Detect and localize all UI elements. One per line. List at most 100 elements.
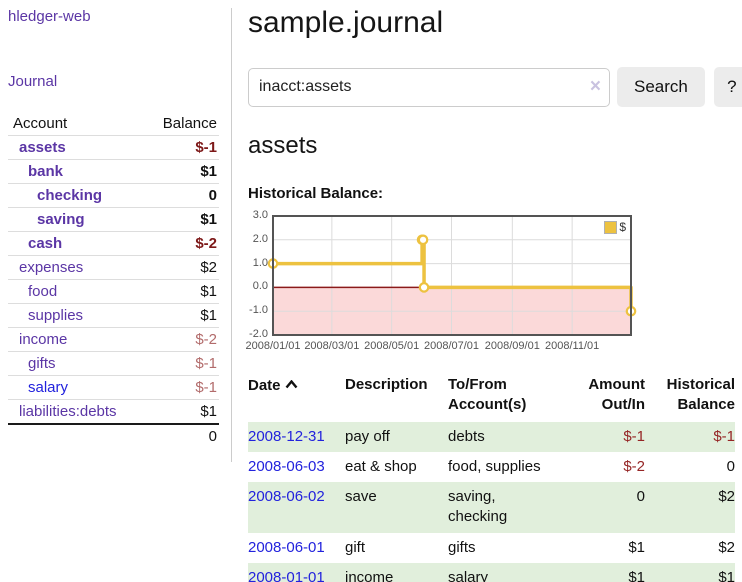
search-form: × Search ? bbox=[248, 67, 742, 107]
register-header-balance: Historical Balance bbox=[666, 376, 735, 414]
main-content: sample.journal × Search ? assets Histori… bbox=[232, 0, 742, 582]
account-link-salary[interactable]: salary bbox=[28, 379, 69, 396]
account-row: liabilities:debts $1 bbox=[8, 400, 219, 424]
transaction-amount: $-2 bbox=[623, 457, 645, 475]
account-heading: assets bbox=[248, 132, 318, 159]
account-balance: $1 bbox=[200, 211, 217, 228]
account-link-checking[interactable]: checking bbox=[37, 187, 103, 204]
account-row: bank $1 bbox=[8, 160, 219, 184]
x-axis-tick-label: 2008/09/01 bbox=[484, 340, 540, 352]
transaction-date-link[interactable]: 2008-06-01 bbox=[248, 538, 325, 556]
x-axis-tick-label: 2008/05/01 bbox=[364, 340, 420, 352]
account-balance: $1 bbox=[200, 403, 217, 420]
transaction-date-link[interactable]: 2008-01-01 bbox=[248, 568, 325, 582]
account-link-assets[interactable]: assets bbox=[19, 139, 66, 156]
transaction-description: pay off bbox=[345, 427, 390, 445]
account-balance: $-1 bbox=[195, 379, 217, 396]
account-row: supplies $1 bbox=[8, 304, 219, 328]
brand: hledger-web bbox=[8, 8, 219, 26]
account-balance: $1 bbox=[200, 163, 217, 180]
account-balance: $2 bbox=[200, 259, 217, 276]
register-row: 2008-06-01 gift gifts $1 $2 bbox=[248, 533, 735, 563]
transaction-accounts: food, supplies bbox=[448, 457, 541, 475]
account-link-food[interactable]: food bbox=[28, 283, 58, 300]
account-row: expenses $2 bbox=[8, 256, 219, 280]
y-axis-tick-label: 3.0 bbox=[252, 209, 268, 221]
register-row: 2008-06-02 save saving, checking 0 $2 bbox=[248, 482, 735, 533]
account-link-expenses[interactable]: expenses bbox=[19, 259, 84, 276]
account-row: checking 0 bbox=[8, 184, 219, 208]
search-input[interactable] bbox=[248, 67, 610, 107]
account-link-supplies[interactable]: supplies bbox=[28, 307, 84, 324]
transaction-balance: $-1 bbox=[713, 427, 735, 445]
account-row: income $-2 bbox=[8, 328, 219, 352]
transaction-balance: 0 bbox=[726, 457, 735, 475]
account-row: assets $-1 bbox=[8, 136, 219, 160]
account-balance: $1 bbox=[200, 283, 217, 300]
account-balance: $-2 bbox=[195, 235, 217, 252]
account-balance: 0 bbox=[208, 187, 217, 204]
register-row: 2008-01-01 income salary $1 $1 bbox=[248, 562, 735, 582]
chart-legend: $ bbox=[602, 219, 628, 235]
sort-ascending-icon bbox=[285, 375, 298, 395]
transaction-date-link[interactable]: 2008-12-31 bbox=[248, 427, 325, 445]
transaction-description: income bbox=[345, 568, 394, 582]
accounts-header-account: Account bbox=[13, 115, 68, 132]
account-row: saving $1 bbox=[8, 208, 219, 232]
account-link-bank[interactable]: bank bbox=[28, 163, 64, 180]
register-row: 2008-12-31 pay off debts $-1 $-1 bbox=[248, 421, 735, 452]
transaction-date-link[interactable]: 2008-06-03 bbox=[248, 457, 325, 475]
account-link-gifts[interactable]: gifts bbox=[28, 355, 56, 372]
account-row: salary $-1 bbox=[8, 376, 219, 400]
legend-label: $ bbox=[619, 220, 626, 234]
transaction-accounts: gifts bbox=[448, 538, 476, 556]
transaction-date-link[interactable]: 2008-06-02 bbox=[248, 488, 325, 505]
accounts-total-row: 0 bbox=[8, 424, 219, 448]
account-balance: $-1 bbox=[195, 139, 217, 156]
x-axis-tick-label: 2008/01/01 bbox=[245, 340, 301, 352]
legend-color-box-icon bbox=[604, 220, 618, 234]
register-header-date[interactable]: Date bbox=[248, 373, 345, 422]
transaction-description: eat & shop bbox=[345, 457, 417, 475]
register-row: 2008-06-03 eat & shop food, supplies $-2… bbox=[248, 452, 735, 482]
account-link-cash[interactable]: cash bbox=[28, 235, 63, 252]
transaction-amount: $1 bbox=[628, 568, 645, 582]
account-link-income[interactable]: income bbox=[19, 331, 68, 348]
transaction-description: gift bbox=[345, 538, 366, 556]
sidebar: hledger-web Journal Account Balance asse… bbox=[0, 0, 232, 582]
brand-link[interactable]: hledger-web bbox=[8, 8, 91, 25]
x-axis-tick-label: 2008/07/01 bbox=[423, 340, 480, 352]
transaction-amount: $-1 bbox=[623, 427, 645, 445]
transaction-accounts: saving, checking bbox=[448, 488, 508, 526]
transaction-accounts: debts bbox=[448, 427, 485, 445]
account-row: gifts $-1 bbox=[8, 352, 219, 376]
register-header-amount: Amount Out/In bbox=[588, 376, 645, 414]
chart-title: Historical Balance: bbox=[248, 185, 384, 202]
account-link-saving[interactable]: saving bbox=[37, 211, 85, 228]
y-axis-tick-label: 0.0 bbox=[252, 280, 268, 293]
register-header-description: Description bbox=[345, 376, 428, 393]
page-title: sample.journal bbox=[248, 6, 444, 39]
transaction-balance: $2 bbox=[718, 538, 735, 556]
transaction-description: save bbox=[345, 488, 377, 505]
accounts-table: Account Balance assets $-1 bank $1 check… bbox=[8, 112, 219, 448]
register-table: Date Description To/From Account(s) Amou… bbox=[248, 373, 735, 582]
account-balance: $1 bbox=[200, 307, 217, 324]
x-axis-tick-label: 2008/03/01 bbox=[304, 340, 360, 352]
search-button[interactable]: Search bbox=[617, 67, 705, 107]
account-balance: $-1 bbox=[195, 355, 217, 372]
y-axis-tick-label: -2.0 bbox=[249, 328, 268, 340]
help-button[interactable]: ? bbox=[713, 67, 742, 107]
y-axis-tick-label: -1.0 bbox=[249, 304, 268, 317]
register-header-row: Date Description To/From Account(s) Amou… bbox=[248, 373, 735, 422]
account-row: cash $-2 bbox=[8, 232, 219, 256]
account-link-liabilities-debts[interactable]: liabilities:debts bbox=[19, 403, 117, 420]
transaction-balance: $1 bbox=[718, 568, 735, 582]
x-axis-tick-label: 2008/11/01 bbox=[545, 340, 600, 352]
transaction-amount: $1 bbox=[628, 538, 645, 556]
account-balance: $-2 bbox=[195, 331, 217, 348]
sidebar-item-journal[interactable]: Journal bbox=[8, 73, 58, 90]
historical-balance-chart: $ 3.0 2.0 1.0 0.0 -1.0 -2.0 2008/01/01 2008/03/… bbox=[245, 209, 668, 354]
clear-search-icon[interactable]: × bbox=[589, 75, 601, 97]
accounts-header-row: Account Balance bbox=[8, 112, 219, 136]
